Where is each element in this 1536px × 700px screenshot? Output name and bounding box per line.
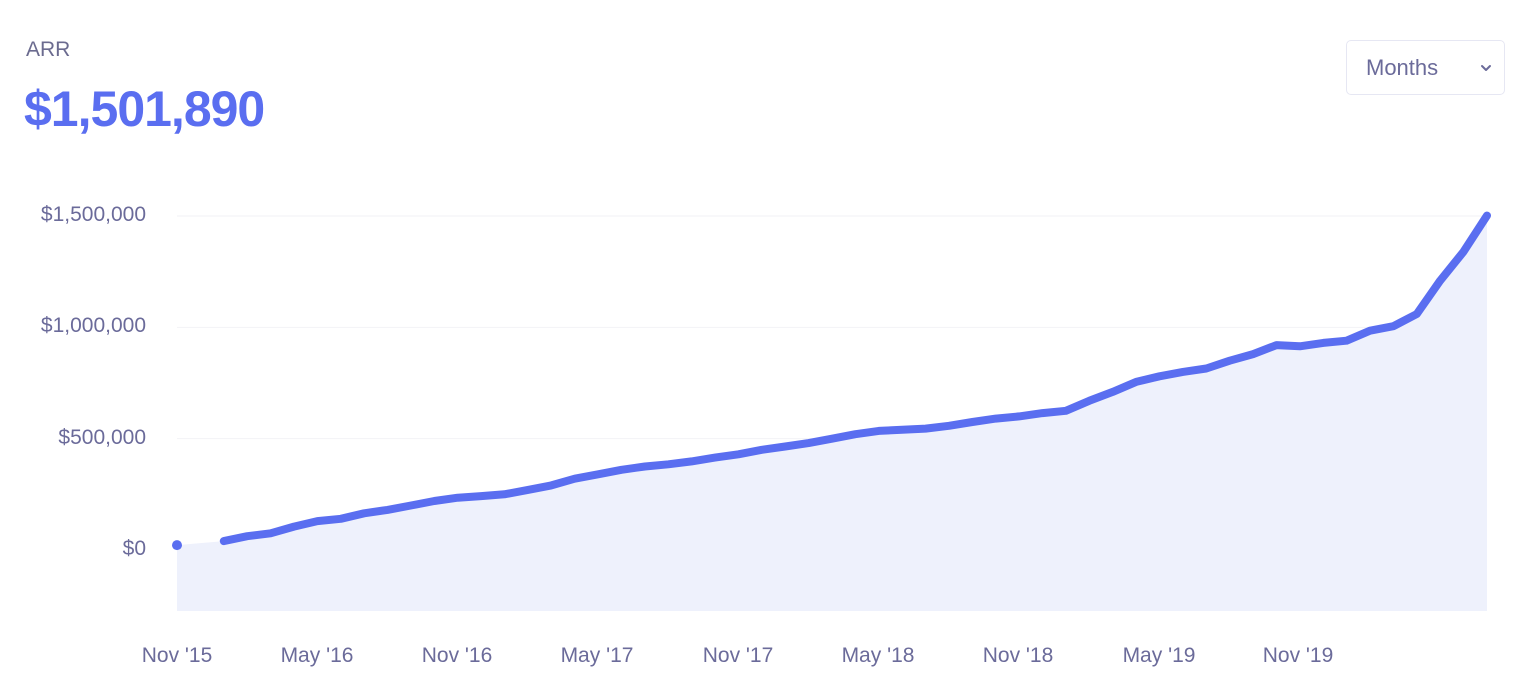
x-tick-label: Nov '19 (1262, 644, 1334, 667)
period-select-label: Months (1366, 55, 1439, 80)
area-fill (177, 215, 1487, 611)
period-select[interactable]: Months (1346, 40, 1505, 95)
x-tick-label: May '19 (1122, 644, 1196, 667)
y-tick-label: $1,000,000 (40, 314, 146, 337)
y-tick-label: $500,000 (58, 426, 146, 449)
metric-label: ARR (26, 38, 71, 61)
data-line (172, 211, 1491, 551)
chevron-down-icon (1481, 65, 1491, 71)
y-tick-label: $1,500,000 (40, 203, 146, 226)
x-tick-label: Nov '16 (421, 644, 493, 667)
x-tick-label: May '17 (560, 644, 634, 667)
x-tick-label: May '16 (280, 644, 354, 667)
x-tick-label: Nov '18 (982, 644, 1054, 667)
x-tick-label: May '18 (841, 644, 915, 667)
metric-value: $1,501,890 (24, 81, 265, 137)
x-tick-label: Nov '17 (702, 644, 774, 667)
x-tick-label: Nov '15 (141, 644, 213, 667)
y-tick-label: $0 (122, 537, 146, 560)
